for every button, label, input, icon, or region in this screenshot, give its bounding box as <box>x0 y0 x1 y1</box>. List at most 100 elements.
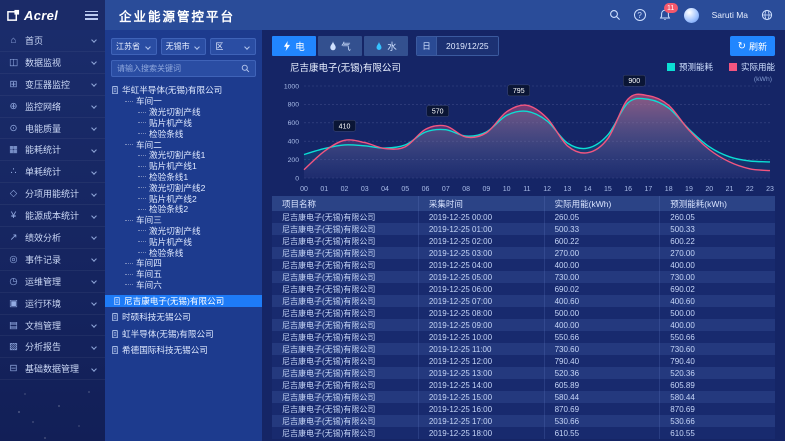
table-row: 尼吉康电子(无锡)有限公司 2019-12-25 04:00 400.00 400.0… <box>272 259 775 271</box>
tree-node[interactable]: 激光切割产线1 <box>111 150 256 161</box>
table-row: 尼吉康电子(无锡)有限公司 2019-12-25 02:00 600.22 600.2… <box>272 235 775 247</box>
tab-电[interactable]: 电 <box>272 36 316 56</box>
svg-text:08: 08 <box>462 186 470 193</box>
sidebar-item-7[interactable]: ∴ 单耗统计 <box>0 161 105 184</box>
table-row: 尼吉康电子(无锡)有限公司 2019-12-25 13:00 520.36 520.3… <box>272 367 775 379</box>
table-cell: 尼吉康电子(无锡)有限公司 <box>282 416 376 426</box>
sidebar-item-label: 能源成本统计 <box>25 211 80 222</box>
tree-node[interactable]: 车间二 <box>111 139 256 150</box>
username-label[interactable]: Saruti Ma <box>711 10 748 20</box>
sidebar-item-10[interactable]: ↗ 绩效分析 <box>0 227 105 249</box>
table-row: 尼吉康电子(无锡)有限公司 2019-12-25 14:00 605.89 605.8… <box>272 379 775 391</box>
sidebar-item-15[interactable]: ▨ 分析报告 <box>0 336 105 359</box>
tree-node[interactable]: 检验条线 <box>111 247 256 258</box>
tree-node[interactable]: 车间六 <box>111 280 256 291</box>
sidebar-item-16[interactable]: ⊟ 基础数据管理 <box>0 358 105 381</box>
tree-guide-line <box>138 133 146 135</box>
table-body: 尼吉康电子(无锡)有限公司 2019-12-25 00:00 260.05 260.0… <box>272 211 775 439</box>
legend-item-2[interactable]: 实际用能 <box>728 61 775 73</box>
notifications-bell-icon[interactable]: 11 <box>659 3 678 21</box>
tree-node[interactable]: 激光切割产线 <box>111 107 256 118</box>
svg-text:(kWh): (kWh) <box>754 76 772 83</box>
tab-水[interactable]: 水 <box>364 36 408 56</box>
tree-node[interactable]: 检验条线 <box>111 128 256 139</box>
unit-consumption-icon: ∴ <box>10 166 17 178</box>
date-value[interactable]: 2019/12/25 <box>437 37 498 55</box>
tree-guide-line <box>138 198 146 200</box>
tree-guide-line <box>125 284 133 286</box>
tree-node[interactable]: 贴片机产线2 <box>111 193 256 204</box>
column-header: 预测能耗(kWh) <box>659 196 775 211</box>
tree-company-node[interactable]: 尼吉康电子(无锡)有限公司 <box>105 294 262 307</box>
avatar[interactable] <box>683 7 699 23</box>
menu-toggle-icon[interactable] <box>85 10 98 20</box>
help-icon[interactable]: ? <box>633 9 646 21</box>
table-cell: 2019-12-25 14:00 <box>417 379 544 391</box>
svg-text:22: 22 <box>746 186 754 193</box>
tree-node[interactable]: 贴片机产线 <box>111 236 256 247</box>
date-picker[interactable]: 日 2019/12/25 <box>416 36 499 56</box>
search-icon[interactable] <box>241 64 250 73</box>
sidebar-item-12[interactable]: ◷ 运维管理 <box>0 271 105 293</box>
region-select-1[interactable]: 江苏省 <box>111 38 157 55</box>
region-select-3[interactable]: 区 <box>210 38 257 55</box>
tree-node[interactable]: 车间五 <box>111 269 256 280</box>
region-select-2[interactable]: 无锡市 <box>160 38 207 55</box>
tree-node[interactable]: 检验条线2 <box>111 204 256 215</box>
sidebar-item-4[interactable]: ⊕ 监控网络 <box>0 96 105 118</box>
tree-company-node[interactable]: 时硕科技无锡公司 <box>111 311 256 323</box>
table-cell: 尼吉康电子(无锡)有限公司 <box>282 308 376 318</box>
legend-item-1[interactable]: 预测能耗 <box>666 61 713 73</box>
tab-气[interactable]: 气 <box>318 36 362 56</box>
tree-node[interactable]: 贴片机产线1 <box>111 161 256 172</box>
table-cell: 730.00 <box>659 271 775 283</box>
table-cell: 610.55 <box>543 427 660 439</box>
tree-node[interactable]: 贴片机产线 <box>111 118 256 129</box>
tree-company-node[interactable]: 虹半导体(无锡)有限公司 <box>111 328 256 340</box>
sidebar-item-13[interactable]: ▣ 运行环境 <box>0 293 105 315</box>
sidebar-item-8[interactable]: ◇ 分项用能统计 <box>0 183 105 206</box>
tree-node[interactable]: 车间三 <box>111 215 256 226</box>
tree-node[interactable]: 激光切割产线2 <box>111 182 256 193</box>
column-header: 项目名称 <box>282 198 317 209</box>
svg-text:800: 800 <box>288 102 300 109</box>
column-header: 实际用能(kWh) <box>543 196 660 211</box>
sidebar-item-14[interactable]: ▤ 文档管理 <box>0 315 105 337</box>
tree-node-label: 贴片机产线 <box>149 236 192 247</box>
sidebar-item-5[interactable]: ⊙ 电能质量 <box>0 118 105 140</box>
language-globe-icon[interactable] <box>761 9 773 21</box>
sidebar-item-1[interactable]: ⌂ 首页 <box>0 30 105 52</box>
refresh-button[interactable]: ↻ 刷新 <box>729 36 775 56</box>
table-cell: 550.66 <box>543 331 660 343</box>
date-mode-label[interactable]: 日 <box>417 37 437 55</box>
tree-node[interactable]: 车间一 <box>111 96 256 107</box>
sidebar-item-6[interactable]: ▦ 能耗统计 <box>0 139 105 162</box>
chevron-down-icon <box>91 322 97 328</box>
tree-node-label: 贴片机产线1 <box>149 161 197 172</box>
sidebar-item-11[interactable]: ◎ 事件记录 <box>0 249 105 271</box>
tree-company-node[interactable]: 希德国际科技无锡公司 <box>111 344 256 356</box>
search-icon[interactable] <box>609 9 621 21</box>
tree-node[interactable]: 检验条线1 <box>111 172 256 183</box>
sidebar-item-9[interactable]: ¥ 能源成本统计 <box>0 205 105 228</box>
sidebar-item-label: 运维管理 <box>25 276 62 287</box>
sidebar-item-2[interactable]: ◫ 数据监视 <box>0 52 105 74</box>
tree-company-node[interactable]: 华虹半导体(无锡)有限公司 <box>111 84 256 96</box>
search-input[interactable] <box>117 64 241 73</box>
svg-text:03: 03 <box>361 186 369 193</box>
tree-node[interactable]: 车间四 <box>111 258 256 269</box>
tree-guide-line <box>138 230 146 232</box>
table-cell: 2019-12-25 16:00 <box>417 403 544 415</box>
gas-icon <box>329 41 337 51</box>
table-cell: 尼吉康电子(无锡)有限公司 <box>282 212 376 222</box>
chevron-down-icon <box>91 344 97 350</box>
sidebar-item-label: 变压器监控 <box>25 79 71 90</box>
table-cell: 580.44 <box>659 391 775 403</box>
refresh-icon: ↻ <box>737 40 746 52</box>
tree-node-label: 检验条线2 <box>149 204 189 215</box>
tree-node[interactable]: 激光切割产线 <box>111 226 256 237</box>
sidebar-item-label: 运行环境 <box>25 298 62 309</box>
legend-swatch <box>728 63 737 71</box>
sidebar-item-3[interactable]: ⊞ 变压器监控 <box>0 74 105 96</box>
tree-node-label: 检验条线 <box>149 128 184 139</box>
